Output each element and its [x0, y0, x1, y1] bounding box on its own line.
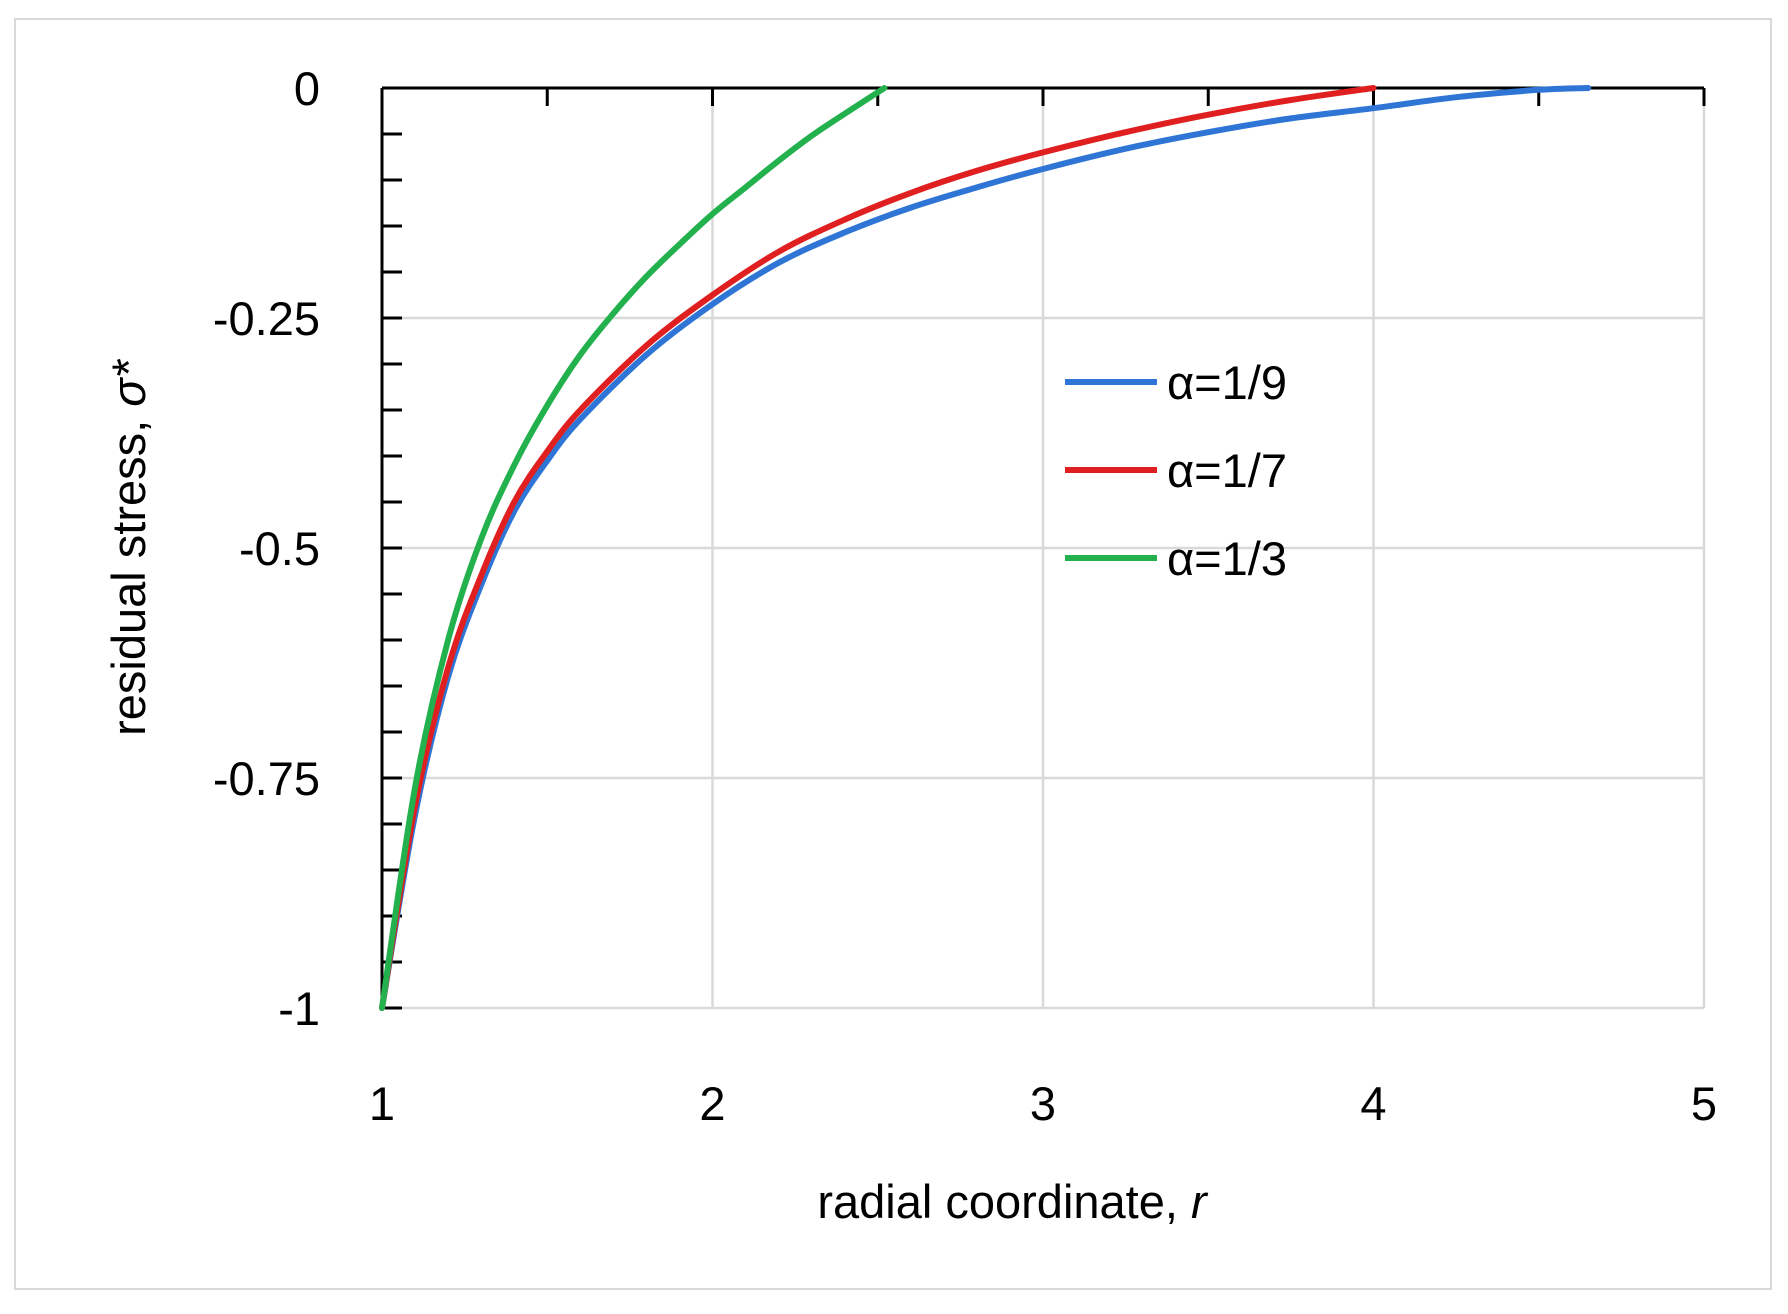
series-line-1	[379, 85, 1377, 1011]
y-axis-title-text: residual stress,	[102, 407, 155, 736]
series-line-2	[379, 85, 888, 1011]
legend: α=1/9 α=1/7 α=1/3	[1065, 356, 1287, 585]
x-tick-label-1: 2	[699, 1077, 725, 1130]
x-tick-label-3: 4	[1360, 1077, 1386, 1130]
y-tick-label-4: -1	[278, 982, 320, 1035]
y-tick-label-3: -0.75	[213, 752, 320, 805]
series-lines	[379, 85, 1592, 1011]
x-axis-title: radial coordinate, r	[817, 1175, 1209, 1228]
x-tick-label-4: 5	[1691, 1077, 1717, 1130]
y-tick-label-2: -0.5	[239, 522, 320, 575]
x-axis-title-var: r	[1191, 1175, 1209, 1228]
series-line-0	[379, 85, 1592, 1011]
x-tick-label-2: 3	[1030, 1077, 1056, 1130]
y-tick-label-0: 0	[294, 62, 320, 115]
grid-lines	[382, 88, 1706, 1010]
legend-label-2: α=1/3	[1167, 532, 1287, 585]
y-tick-label-1: -0.25	[213, 292, 320, 345]
x-tick-label-0: 1	[369, 1077, 395, 1130]
x-axis-title-text: radial coordinate,	[817, 1175, 1191, 1228]
axes	[380, 86, 1706, 1010]
y-axis-title: residual stress, σ*	[102, 358, 155, 735]
chart-frame	[14, 18, 1772, 1290]
y-axis-title-var: σ*	[102, 358, 155, 406]
legend-label-1: α=1/7	[1167, 444, 1287, 497]
tick-labels: 0 -0.25 -0.5 -0.75 -1 1 2 3 4 5	[213, 62, 1717, 1130]
legend-label-0: α=1/9	[1167, 356, 1287, 409]
